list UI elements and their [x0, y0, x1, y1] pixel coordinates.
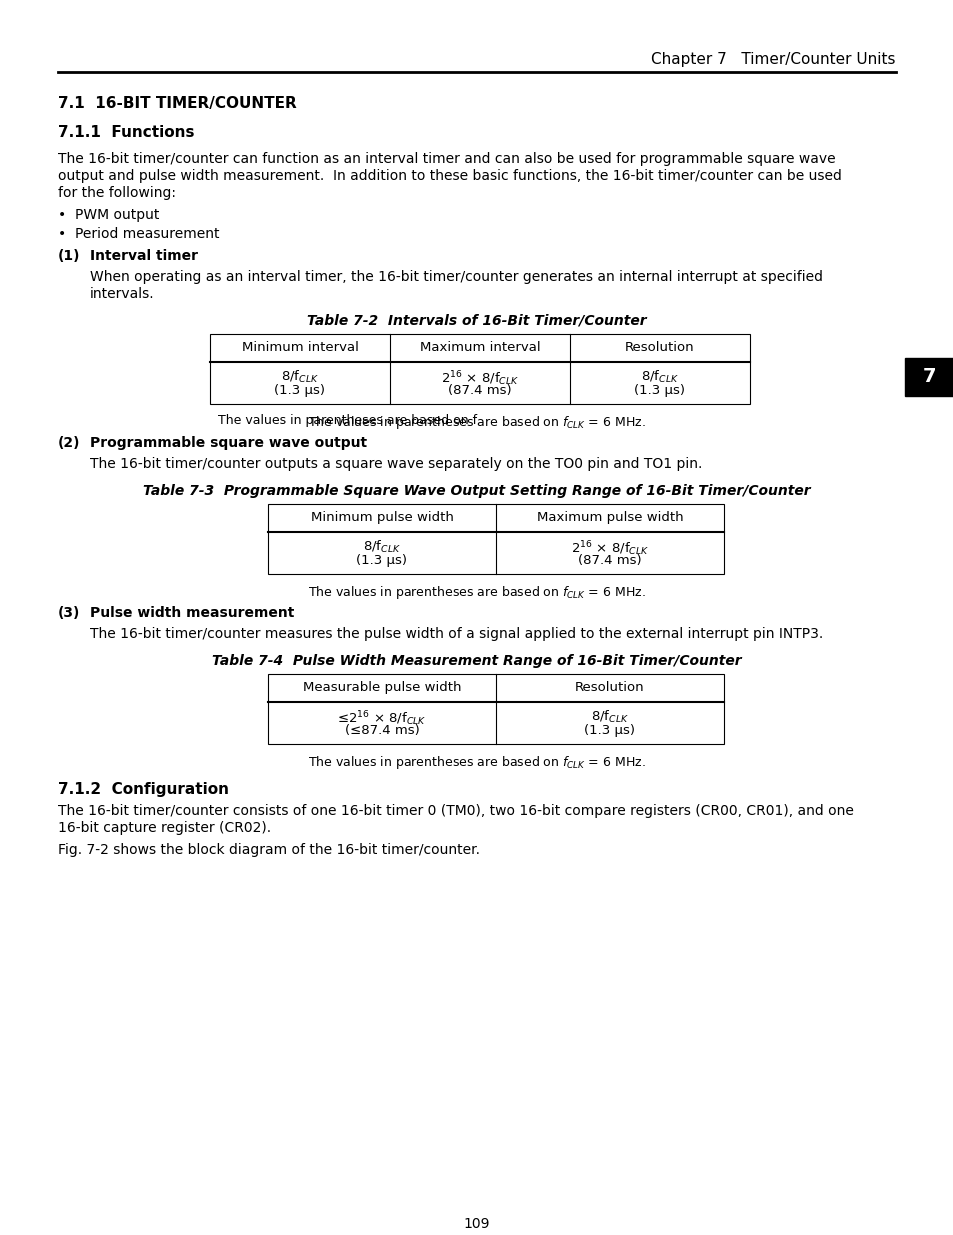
Text: (1): (1) [58, 249, 80, 263]
Text: (87.4 ms): (87.4 ms) [448, 384, 511, 396]
Text: (≤87.4 ms): (≤87.4 ms) [344, 724, 419, 737]
Text: (1.3 μs): (1.3 μs) [634, 384, 685, 396]
Text: 8/f$_{CLK}$: 8/f$_{CLK}$ [590, 709, 628, 725]
Text: Table 7-4  Pulse Width Measurement Range of 16-Bit Timer/Counter: Table 7-4 Pulse Width Measurement Range … [212, 655, 741, 668]
Text: The 16-bit timer/counter outputs a square wave separately on the TO0 pin and TO1: The 16-bit timer/counter outputs a squar… [90, 457, 701, 471]
Text: Fig. 7-2 shows the block diagram of the 16-bit timer/counter.: Fig. 7-2 shows the block diagram of the … [58, 844, 479, 857]
Bar [268, 674, 723, 743]
Text: 7.1  16-BIT TIMER/COUNTER: 7.1 16-BIT TIMER/COUNTER [58, 96, 296, 111]
Text: (87.4 ms): (87.4 ms) [578, 555, 641, 567]
Text: Minimum pulse width: Minimum pulse width [311, 511, 453, 524]
Text: When operating as an interval timer, the 16-bit timer/counter generates an inter: When operating as an interval timer, the… [90, 270, 822, 284]
Text: •  Period measurement: • Period measurement [58, 227, 219, 241]
Text: $2^{16}$ × 8/f$_{CLK}$: $2^{16}$ × 8/f$_{CLK}$ [440, 369, 518, 388]
Text: Chapter 7   Timer/Counter Units: Chapter 7 Timer/Counter Units [651, 52, 895, 67]
Text: 8/f$_{CLK}$: 8/f$_{CLK}$ [281, 369, 318, 385]
Text: Maximum interval: Maximum interval [419, 341, 539, 354]
Text: intervals.: intervals. [90, 287, 154, 301]
Text: Pulse width measurement: Pulse width measurement [90, 606, 294, 620]
Text: Measurable pulse width: Measurable pulse width [302, 680, 460, 694]
Text: The 16-bit timer/counter measures the pulse width of a signal applied to the ext: The 16-bit timer/counter measures the pu… [90, 627, 822, 641]
Text: 109: 109 [463, 1216, 490, 1231]
Text: 7.1.2  Configuration: 7.1.2 Configuration [58, 782, 229, 797]
Text: $2^{16}$ × 8/f$_{CLK}$: $2^{16}$ × 8/f$_{CLK}$ [570, 538, 648, 558]
Bar [210, 333, 749, 404]
Text: 8/f$_{CLK}$: 8/f$_{CLK}$ [640, 369, 679, 385]
Text: ≤2$^{16}$ × 8/f$_{CLK}$: ≤2$^{16}$ × 8/f$_{CLK}$ [337, 709, 426, 727]
Text: Interval timer: Interval timer [90, 249, 198, 263]
Bar [904, 358, 953, 396]
Text: output and pulse width measurement.  In addition to these basic functions, the 1: output and pulse width measurement. In a… [58, 169, 841, 183]
Text: (1.3 μs): (1.3 μs) [584, 724, 635, 737]
Text: Maximum pulse width: Maximum pulse width [537, 511, 682, 524]
Text: 16-bit capture register (CR02).: 16-bit capture register (CR02). [58, 821, 271, 835]
Text: (2): (2) [58, 436, 80, 450]
Text: Minimum interval: Minimum interval [241, 341, 358, 354]
Text: Resolution: Resolution [624, 341, 694, 354]
Text: The 16-bit timer/counter can function as an interval timer and can also be used : The 16-bit timer/counter can function as… [58, 152, 835, 165]
Text: •  PWM output: • PWM output [58, 207, 159, 222]
Text: Programmable square wave output: Programmable square wave output [90, 436, 367, 450]
Text: Resolution: Resolution [575, 680, 644, 694]
Text: The values in parentheses are based on $f_{CLK}$ = 6 MHz.: The values in parentheses are based on $… [308, 755, 645, 771]
Text: Table 7-3  Programmable Square Wave Output Setting Range of 16-Bit Timer/Counter: Table 7-3 Programmable Square Wave Outpu… [143, 484, 810, 498]
Text: The values in parentheses are based on $f_{CLK}$ = 6 MHz.: The values in parentheses are based on $… [308, 584, 645, 601]
Text: (3): (3) [58, 606, 80, 620]
Text: 7.1.1  Functions: 7.1.1 Functions [58, 125, 194, 140]
Text: The 16-bit timer/counter consists of one 16-bit timer 0 (TM0), two 16-bit compar: The 16-bit timer/counter consists of one… [58, 804, 853, 818]
Text: The values in parentheses are based on f: The values in parentheses are based on f [217, 414, 476, 427]
Text: 7: 7 [922, 368, 935, 387]
Text: The values in parentheses are based on $f_{CLK}$ = 6 MHz.: The values in parentheses are based on $… [308, 414, 645, 431]
Bar [268, 504, 723, 574]
Text: Table 7-2  Intervals of 16-Bit Timer/Counter: Table 7-2 Intervals of 16-Bit Timer/Coun… [307, 314, 646, 329]
Text: (1.3 μs): (1.3 μs) [274, 384, 325, 396]
Text: 8/f$_{CLK}$: 8/f$_{CLK}$ [362, 538, 400, 555]
Text: for the following:: for the following: [58, 186, 175, 200]
Text: (1.3 μs): (1.3 μs) [356, 555, 407, 567]
